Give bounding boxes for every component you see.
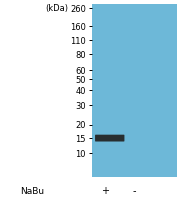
Text: 160: 160 <box>70 23 86 31</box>
Text: (kDa): (kDa) <box>45 4 68 13</box>
Text: -: - <box>133 185 136 195</box>
Text: 20: 20 <box>75 121 86 129</box>
Bar <box>92 5 177 177</box>
Text: 260: 260 <box>70 5 86 13</box>
Text: 10: 10 <box>75 149 86 158</box>
Text: 50: 50 <box>75 76 86 84</box>
Text: 15: 15 <box>75 134 86 143</box>
FancyBboxPatch shape <box>95 135 124 142</box>
Text: 60: 60 <box>75 67 86 75</box>
Text: 80: 80 <box>75 51 86 59</box>
Text: +: + <box>101 185 109 195</box>
Text: 110: 110 <box>70 37 86 45</box>
Text: NaBu: NaBu <box>20 186 44 195</box>
Text: 40: 40 <box>75 87 86 95</box>
Text: 30: 30 <box>75 101 86 110</box>
